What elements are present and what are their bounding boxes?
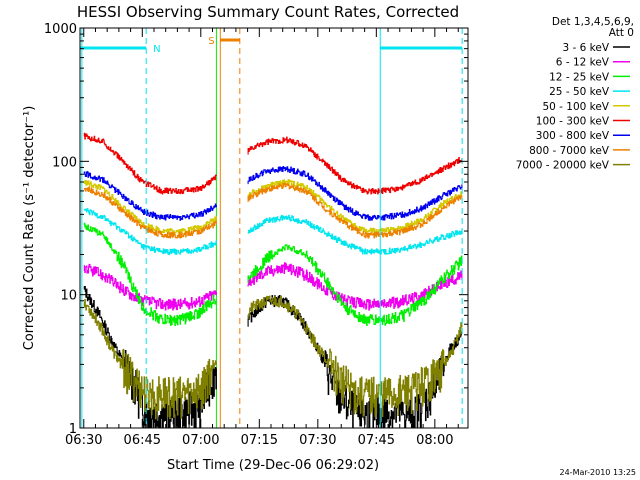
- series-line-25-50-kev-part-2: [247, 214, 463, 255]
- x-tick-label: 07:15: [241, 433, 278, 448]
- y-tick-label: 1000: [44, 22, 77, 37]
- series-line-100-300-kev: [83, 132, 217, 195]
- series-group: [83, 132, 463, 429]
- x-axis-label: Start Time (29-Dec-06 06:29:02): [167, 458, 379, 473]
- x-tick-label: 07:45: [358, 433, 395, 448]
- x-tick-label: 06:45: [124, 433, 161, 448]
- y-tick-label: 100: [52, 155, 77, 170]
- plot-frame: [79, 27, 469, 429]
- flag-markers: NS: [79, 28, 463, 428]
- legend-label: 800 - 7000 keV: [529, 145, 610, 157]
- legend-label: 7000 - 20000 keV: [516, 160, 610, 172]
- series-line-25-50-kev: [83, 208, 217, 256]
- series-line-300-800-kev: [83, 171, 217, 221]
- flag-label-n: N: [153, 44, 160, 55]
- series-line-100-300-kev-part-2: [247, 136, 463, 195]
- legend-header: Det 1,3,4,5,6,9,: [552, 16, 634, 28]
- series-line-12-25-kev-part-2: [247, 244, 463, 326]
- legend-label: 300 - 800 keV: [536, 130, 610, 142]
- series-line-12-25-kev: [83, 222, 217, 326]
- y-tick-label: 1: [69, 422, 77, 437]
- series-line-300-800-kev-part-2: [247, 165, 463, 221]
- y-axis-label: Corrected Count Rate (s⁻¹ detector⁻¹): [22, 106, 37, 351]
- x-tick-label: 08:00: [416, 433, 453, 448]
- y-tick-label: 10: [60, 289, 77, 304]
- series-line-50-100-kev: [83, 179, 217, 235]
- legend-label: 25 - 50 keV: [549, 86, 610, 98]
- legend-label: 50 - 100 keV: [542, 101, 609, 113]
- flag-label-s: S: [208, 36, 214, 47]
- legend-label: 100 - 300 keV: [536, 116, 610, 128]
- legend-label: 6 - 12 keV: [556, 57, 610, 69]
- y-axis: 1 10 100 1000: [44, 22, 468, 437]
- x-tick-label: 06:30: [65, 433, 102, 448]
- x-tick-label: 07:00: [182, 433, 219, 448]
- series-line-800-7000-kev: [83, 186, 217, 239]
- legend-label: 12 - 25 keV: [549, 71, 610, 83]
- series-line-6-12-kev: [83, 263, 217, 311]
- legend-header: Att 0: [609, 27, 634, 39]
- series-line-7000-20000-kev: [83, 299, 217, 420]
- series-line-800-7000-kev-part-2: [247, 182, 463, 239]
- x-axis: 06:30 06:45 07:00 07:15 07:30 07:45 08:00: [65, 28, 459, 448]
- legend: Det 1,3,4,5,6,9,Att 03 - 6 keV 6 - 12 keV…: [516, 16, 634, 172]
- x-tick-label: 07:30: [299, 433, 336, 448]
- legend-label: 3 - 6 keV: [562, 42, 609, 54]
- plot-timestamp: 24-Mar-2010 13:25: [560, 468, 637, 477]
- series-line-7000-20000-kev-part-2: [247, 295, 463, 418]
- chart-title: HESSI Observing Summary Count Rates, Cor…: [77, 3, 459, 21]
